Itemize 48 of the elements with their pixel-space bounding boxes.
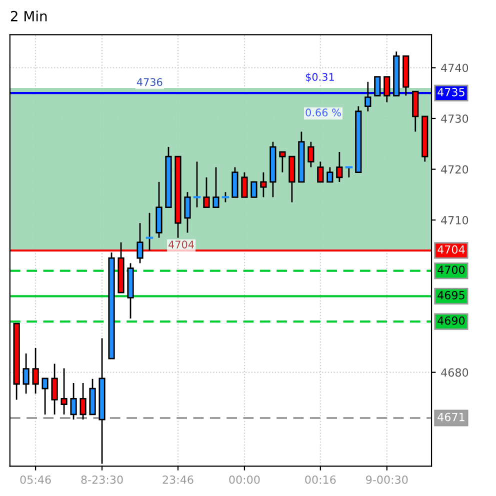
x-tick-label: 00:00 [229, 475, 260, 484]
candlestick [222, 191, 230, 203]
chart-title: 2 Min [10, 10, 47, 22]
annotation: $0.31 [306, 72, 334, 82]
candlestick [384, 76, 390, 103]
y-tick-label: 4680 [441, 368, 468, 377]
candlestick [260, 172, 267, 198]
candlestick [241, 172, 248, 198]
x-tick-label: 9-00:30 [366, 475, 408, 484]
candlestick [32, 347, 39, 394]
candlestick [317, 160, 324, 183]
candlestick [80, 382, 86, 420]
candlestick [212, 166, 220, 208]
y-tick-label: 4730 [441, 114, 468, 123]
candlestick [60, 368, 68, 416]
candlestick [184, 191, 191, 234]
ref-line-label: 4700 [438, 266, 465, 274]
candlestick [136, 222, 144, 264]
ref-line-label: 4690 [438, 316, 465, 325]
candlestick [203, 176, 210, 208]
ref-line-label: 4704 [438, 245, 465, 254]
candlestick [374, 76, 381, 96]
annotation: 4704 [168, 240, 194, 248]
candlestick [308, 141, 314, 168]
ref-line-label: 4695 [438, 290, 464, 300]
candlestick [51, 362, 58, 416]
candlestick [146, 212, 154, 252]
candlestick [70, 382, 77, 420]
x-tick-label: 8-23:30 [81, 475, 123, 484]
ref-line-label: 4735 [438, 88, 464, 96]
candlestick [42, 378, 48, 416]
annotation: 4736 [136, 78, 162, 86]
candlestick [336, 151, 343, 183]
candlestick [364, 81, 372, 112]
candlestick [326, 166, 334, 183]
x-tick-label: 05:46 [20, 475, 51, 484]
y-tick-label: 4710 [441, 216, 468, 224]
y-tick-label: 4720 [441, 165, 468, 174]
annotation: 0.66 % [306, 108, 341, 116]
x-tick-label: 23:46 [162, 475, 194, 484]
candlestick [345, 166, 353, 178]
candlestick [22, 352, 30, 394]
x-tick-label: 00:16 [305, 475, 336, 484]
ref-line-label: 4671 [438, 412, 464, 422]
candlestick [193, 160, 201, 208]
candlestick [250, 181, 258, 198]
y-tick-label: 4740 [441, 64, 468, 72]
candlestick [279, 151, 286, 173]
